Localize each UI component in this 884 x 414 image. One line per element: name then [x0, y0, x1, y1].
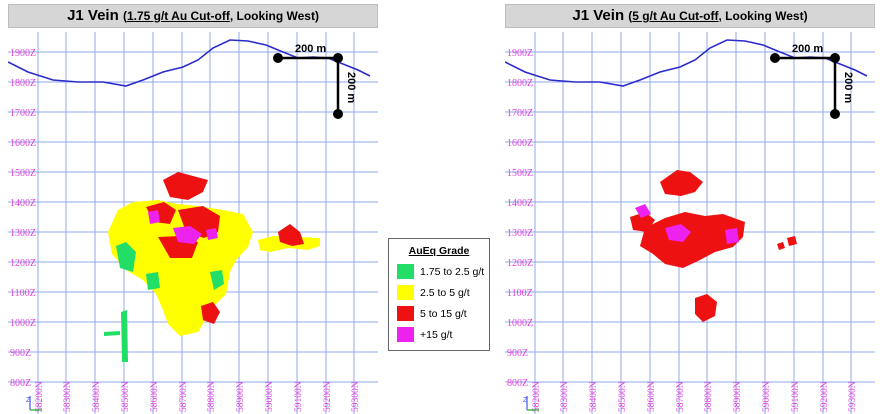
legend-swatch-magenta: [397, 327, 414, 342]
north-58900n: 58900N: [236, 381, 246, 412]
north-58800n: 58800N: [704, 381, 714, 412]
north-59300n: 59300N: [351, 381, 361, 412]
north-58300n: 58300N: [63, 381, 73, 412]
legend-swatch-yellow: [397, 285, 414, 300]
elev-1800z: 1800Z: [507, 78, 533, 89]
north-58500n: 58500N: [618, 381, 628, 412]
scale-node: [333, 109, 343, 119]
legend-item: 2.5 to 5 g/t: [389, 282, 489, 303]
elev-1100z: 1100Z: [10, 288, 36, 299]
elev-1900z: 1900Z: [507, 48, 533, 59]
elev-1300z: 1300Z: [507, 228, 533, 239]
elev-900z: 900Z: [10, 348, 31, 359]
elev-1500z: 1500Z: [507, 168, 533, 179]
panel-title: J1 Vein (5 g/t Au Cut-off, Looking West): [505, 4, 875, 28]
scale-h-label: 200 m: [295, 43, 326, 55]
scale-node: [830, 53, 840, 63]
scale-h-label: 200 m: [792, 43, 823, 55]
north-58600n: 58600N: [150, 381, 160, 412]
grade-legend: AuEq Grade 1.75 to 2.5 g/t 2.5 to 5 g/t …: [388, 238, 490, 351]
north-59200n: 59200N: [323, 381, 333, 412]
scale-node: [830, 109, 840, 119]
scale-node: [273, 53, 283, 63]
title-main: J1 Vein: [67, 7, 119, 24]
title-open: (: [122, 9, 127, 23]
ore-shapes: [104, 172, 320, 362]
elev-1500z: 1500Z: [10, 168, 36, 179]
elev-1700z: 1700Z: [10, 108, 36, 119]
elev-1100z: 1100Z: [507, 288, 533, 299]
north-58600n: 58600N: [647, 381, 657, 412]
north-58200n: 58200N: [532, 381, 542, 412]
legend-label: 1.75 to 2.5 g/t: [420, 265, 485, 278]
north-59000n: 59000N: [762, 381, 772, 412]
title-cutoff: 5 g/t Au Cut-off: [632, 9, 719, 23]
north-59100n: 59100N: [791, 381, 801, 412]
elevation-labels: 1900Z 1800Z 1700Z 1600Z 1500Z 1400Z 1300…: [507, 48, 533, 389]
scale-bar: [775, 56, 837, 114]
north-59200n: 59200N: [820, 381, 830, 412]
north-58500n: 58500N: [121, 381, 131, 412]
svg-text:Z: Z: [26, 397, 31, 404]
north-58700n: 58700N: [179, 381, 189, 412]
elev-1200z: 1200Z: [507, 258, 533, 269]
ore-shapes: [630, 170, 797, 322]
section-panel-right: J1 Vein (5 g/t Au Cut-off, Looking West)…: [505, 4, 875, 414]
elev-900z: 900Z: [507, 348, 528, 359]
elev-1600z: 1600Z: [10, 138, 36, 149]
north-59100n: 59100N: [294, 381, 304, 412]
legend-item: 1.75 to 2.5 g/t: [389, 261, 489, 282]
elev-1700z: 1700Z: [507, 108, 533, 119]
elev-1200z: 1200Z: [10, 258, 36, 269]
axis-triad: Z: [26, 396, 42, 411]
legend-label: +15 g/t: [420, 328, 453, 341]
legend-item: +15 g/t: [389, 324, 489, 345]
legend-label: 5 to 15 g/t: [420, 307, 467, 320]
title-open: (: [628, 9, 633, 23]
north-59000n: 59000N: [265, 381, 275, 412]
north-58200n: 58200N: [35, 381, 45, 412]
legend-swatch-green: [397, 264, 414, 279]
elev-1000z: 1000Z: [10, 318, 36, 329]
title-rest: , Looking West): [229, 9, 319, 23]
elev-1000z: 1000Z: [507, 318, 533, 329]
scale-bar: [278, 56, 340, 114]
elev-1800z: 1800Z: [10, 78, 36, 89]
long-section-plot: 1900Z 1800Z 1700Z 1600Z 1500Z 1400Z 1300…: [505, 32, 875, 414]
north-59300n: 59300N: [848, 381, 858, 412]
north-58800n: 58800N: [207, 381, 217, 412]
svg-text:Z: Z: [523, 397, 528, 404]
north-58900n: 58900N: [733, 381, 743, 412]
scale-node: [333, 53, 343, 63]
elev-1300z: 1300Z: [10, 228, 36, 239]
section-panel-left: J1 Vein (1.75 g/t Au Cut-off, Looking We…: [8, 4, 378, 414]
scale-node: [770, 53, 780, 63]
elev-800z: 800Z: [507, 378, 528, 389]
elev-1900z: 1900Z: [10, 48, 36, 59]
elevation-labels: 1900Z 1800Z 1700Z 1600Z 1500Z 1400Z 1300…: [10, 48, 36, 389]
scale-v-label: 200 m: [345, 72, 357, 103]
legend-item: 5 to 15 g/t: [389, 303, 489, 324]
north-58300n: 58300N: [560, 381, 570, 412]
north-58400n: 58400N: [92, 381, 102, 412]
title-rest: , Looking West): [718, 9, 808, 23]
legend-title: AuEq Grade: [408, 245, 470, 257]
elev-1600z: 1600Z: [507, 138, 533, 149]
elev-1400z: 1400Z: [10, 198, 36, 209]
north-58700n: 58700N: [676, 381, 686, 412]
elev-1400z: 1400Z: [507, 198, 533, 209]
elev-800z: 800Z: [10, 378, 31, 389]
scale-v-label: 200 m: [842, 72, 854, 103]
title-main: J1 Vein: [572, 7, 625, 24]
northing-labels: 58200N 58300N 58400N 58500N 58600N 58700…: [532, 381, 858, 412]
legend-label: 2.5 to 5 g/t: [420, 286, 470, 299]
northing-labels: 58200N 58300N 58400N 58500N 58600N 58700…: [35, 381, 361, 412]
axis-triad: Z: [523, 396, 539, 411]
long-section-plot: 1900Z 1800Z 1700Z 1600Z 1500Z 1400Z 1300…: [8, 32, 378, 414]
legend-swatch-red: [397, 306, 414, 321]
north-58400n: 58400N: [589, 381, 599, 412]
title-cutoff: 1.75 g/t Au Cut-off: [126, 9, 230, 23]
panel-title: J1 Vein (1.75 g/t Au Cut-off, Looking We…: [8, 4, 378, 28]
